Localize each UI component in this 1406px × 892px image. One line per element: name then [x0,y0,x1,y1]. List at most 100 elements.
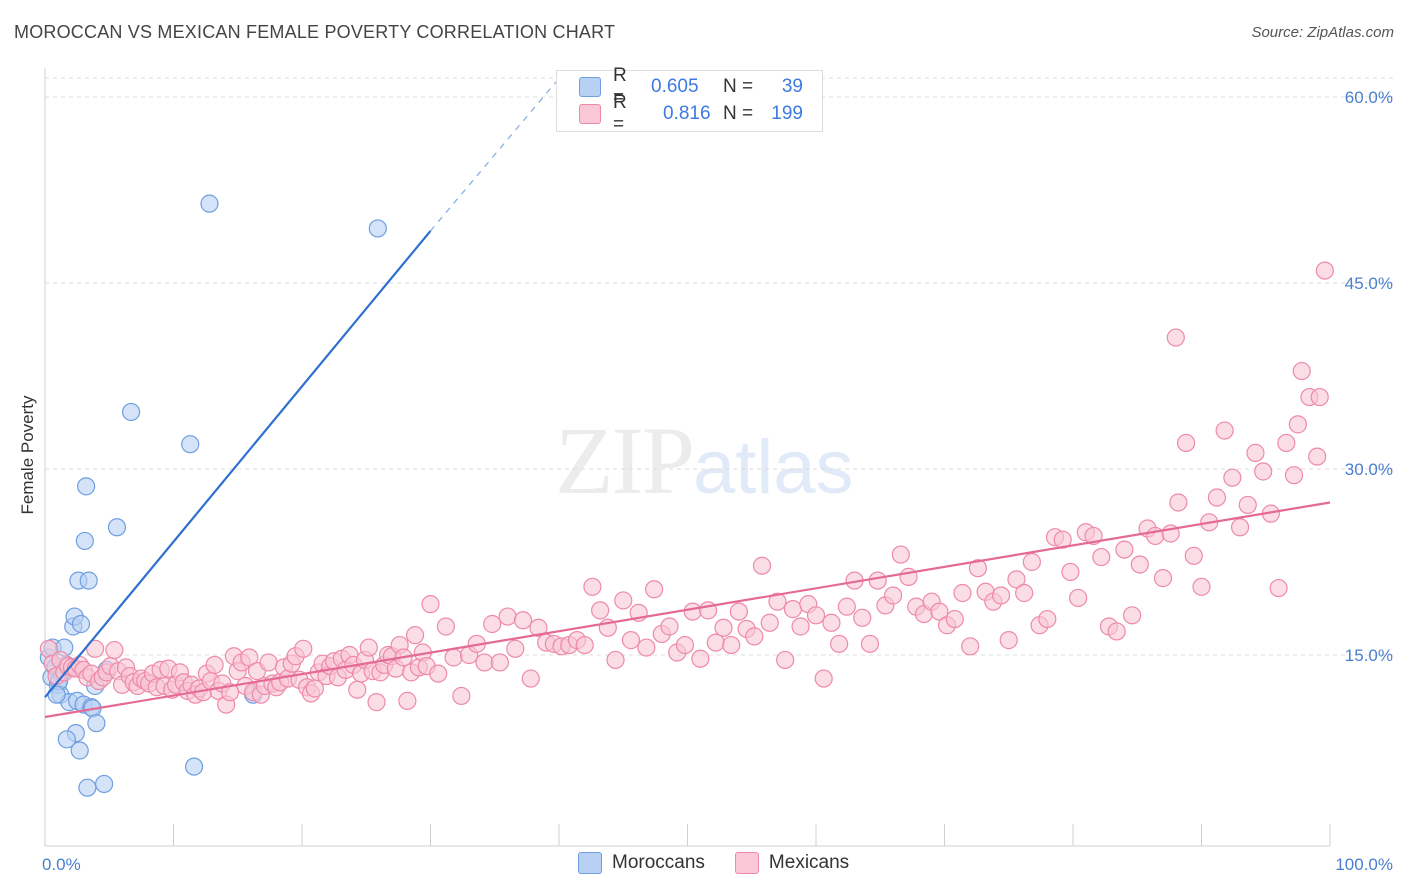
point-mexicans [621,631,641,650]
point-mexicans [644,580,664,599]
point-mexicans [1277,433,1296,453]
legend-row-moroccans: R = 0.605 N = 39 [579,65,803,108]
axes [44,68,1331,847]
y-tick-label: 30.0% [1345,460,1393,479]
point-mexicans [830,634,849,653]
point-mexicans [1254,462,1273,481]
point-mexicans [783,600,802,619]
point-moroccans [95,774,114,794]
point-mexicans [1288,415,1307,434]
legend-row-mexicans: R = 0.816 N = 199 [579,92,803,135]
series-legend-moroccans[interactable]: Moroccans [578,852,705,874]
legend-n-value: 199 [771,103,803,124]
point-mexicans [436,617,456,636]
point-mexicans [1130,555,1149,574]
point-mexicans [452,686,471,706]
series-swatch-mexicans [734,852,759,874]
legend-r-value: 0.816 [663,103,711,124]
point-mexicans [968,559,988,578]
point-mexicans [930,602,949,621]
point-mexicans [421,595,440,614]
point-mexicans [1207,488,1227,507]
point-mexicans [1061,562,1080,582]
point-mexicans [637,638,656,657]
point-mexicans [722,635,741,655]
point-mexicans [1269,578,1288,598]
point-mexicans [768,592,787,611]
legend-n-label: N = [723,103,754,124]
point-moroccans [71,614,91,634]
point-mexicans [1238,495,1257,515]
series-legend-mexicans[interactable]: Mexicans [734,852,849,874]
grid-lines [45,77,1393,656]
point-mexicans [1192,577,1211,596]
x-tick-label: 100.0% [1335,855,1393,874]
point-mexicans [752,556,772,575]
point-mexicans [575,635,594,655]
point-mexicans [294,639,313,658]
point-mexicans [105,640,124,660]
point-mexicans [683,602,702,621]
point-moroccans [87,714,106,733]
point-mexicans [405,626,425,645]
point-moroccans [200,194,219,213]
point-mexicans [1007,570,1026,589]
point-mexicans [1284,466,1304,485]
point-mexicans [868,571,887,590]
trend-line-moroccans [44,230,432,698]
point-mexicans [398,691,417,710]
point-mexicans [714,618,733,637]
watermark: ZIPatlas [555,405,854,516]
point-mexicans [513,611,533,630]
point-mexicans [991,586,1011,605]
point-mexicans [1292,361,1311,381]
point-mexicans [891,545,910,564]
point-moroccans [57,730,76,749]
point-mexicans [1215,421,1234,440]
point-mexicans [506,639,525,658]
point-mexicans [529,618,548,637]
point-mexicans [945,609,964,629]
point-mexicans [745,627,764,646]
point-mexicans [1310,387,1329,407]
point-mexicans [86,639,105,658]
point-mexicans [1069,588,1088,608]
point-mexicans [1169,493,1188,512]
point-mexicans [691,649,710,668]
series-swatch-moroccans [578,852,602,874]
tick-labels: 15.0% 30.0% 45.0% 60.0% 0.0% 100.0% [42,88,1393,874]
point-moroccans [70,741,89,760]
legend-n-value: 39 [781,76,803,97]
point-mexicans [1184,546,1203,565]
point-mexicans [822,613,841,632]
watermark-zip: ZIP [555,407,695,514]
point-moroccans [121,402,141,422]
point-mexicans [475,653,494,672]
chart-title: MOROCCAN VS MEXICAN FEMALE POVERTY CORRE… [14,22,616,42]
point-mexicans [490,653,509,672]
point-moroccans [79,571,98,590]
point-mexicans [1246,443,1265,462]
point-mexicans [791,617,810,636]
point-mexicans [1015,583,1034,603]
trend-extension-moroccans [430,78,560,232]
legend-r-label: R = [613,92,627,135]
point-mexicans [1022,552,1041,572]
point-mexicans [1223,468,1242,487]
point-mexicans [367,693,386,712]
point-mexicans [583,577,602,596]
point-mexicans [729,602,749,621]
legend-n-label: N = [723,76,754,97]
point-mexicans [806,606,826,625]
y-tick-label: 45.0% [1345,274,1393,293]
point-mexicans [348,680,367,699]
point-mexicans [1308,447,1327,466]
point-mexicans [675,635,695,655]
point-mexicans [1166,328,1185,347]
point-moroccans [77,477,96,496]
point-mexicans [1092,547,1111,567]
legend-swatch-mexicans [579,104,601,124]
point-mexicans [1123,606,1142,625]
point-mexicans [1038,609,1057,629]
point-mexicans [1115,540,1134,559]
